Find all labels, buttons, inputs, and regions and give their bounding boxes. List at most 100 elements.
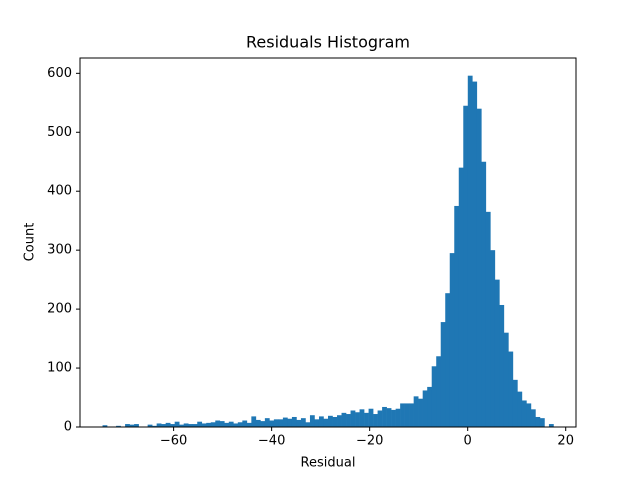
y-axis-label: Count	[23, 223, 38, 262]
bar	[323, 418, 329, 427]
bar	[201, 423, 207, 427]
bar	[490, 250, 496, 427]
bar	[535, 416, 541, 427]
bar	[328, 415, 333, 427]
bar	[309, 415, 315, 427]
bar	[391, 409, 396, 427]
bar	[174, 421, 180, 427]
bar	[382, 406, 387, 427]
bar	[539, 418, 545, 427]
bar	[305, 422, 311, 427]
bar	[102, 425, 108, 427]
bar	[251, 416, 257, 427]
bar	[413, 396, 419, 427]
bar	[264, 418, 270, 427]
bar	[183, 423, 189, 427]
bar	[210, 422, 216, 427]
bar	[337, 415, 342, 427]
x-tick-label: −40	[258, 434, 285, 449]
x-tick-label: −20	[356, 434, 383, 449]
y-tick-label: 200	[47, 302, 72, 317]
bar	[476, 108, 482, 427]
y-tick-label: 600	[47, 66, 72, 81]
bar	[255, 419, 261, 427]
bar	[436, 356, 442, 427]
x-tick-label: 20	[557, 434, 574, 449]
bar	[395, 408, 401, 427]
bar	[503, 332, 509, 427]
bar	[129, 424, 135, 427]
bar	[152, 425, 157, 427]
bar	[224, 422, 230, 427]
x-tick-label: −60	[160, 434, 187, 449]
bar	[449, 253, 455, 427]
bar	[165, 422, 171, 427]
bar	[445, 293, 451, 427]
bar	[188, 424, 194, 427]
bar	[318, 416, 324, 427]
bar	[530, 409, 536, 427]
bar	[246, 422, 252, 427]
bar	[454, 205, 460, 427]
bar	[409, 403, 414, 427]
bar	[548, 424, 554, 427]
bar	[400, 403, 405, 427]
y-tick-label: 300	[47, 243, 72, 258]
bar	[282, 417, 288, 427]
bar	[458, 167, 464, 427]
bar	[206, 422, 212, 427]
bar	[273, 419, 279, 427]
bar	[427, 386, 433, 427]
bar	[233, 423, 239, 427]
bar	[147, 424, 153, 427]
bar	[332, 416, 338, 427]
bar	[350, 410, 356, 427]
bar	[512, 379, 518, 427]
bar	[300, 418, 306, 427]
bar	[377, 410, 383, 427]
bar	[386, 408, 392, 427]
bar	[278, 419, 284, 427]
bar	[346, 414, 351, 427]
bar	[179, 424, 185, 427]
bar	[485, 211, 491, 427]
bar	[373, 414, 378, 427]
bar	[494, 279, 500, 427]
bar	[134, 424, 139, 427]
bar	[296, 419, 302, 427]
bar	[125, 424, 130, 427]
bar	[431, 366, 437, 427]
bar	[219, 421, 225, 427]
bar	[291, 416, 297, 427]
x-axis-label: Residual	[301, 456, 356, 471]
y-tick-label: 100	[47, 361, 72, 376]
bar	[499, 304, 505, 427]
bar	[418, 398, 423, 427]
bar	[463, 105, 469, 428]
bar	[242, 420, 248, 427]
bar	[364, 412, 369, 427]
y-tick-label: 400	[47, 184, 72, 199]
bar	[170, 424, 175, 427]
bar	[192, 424, 198, 427]
bar	[314, 419, 320, 427]
bar	[269, 420, 275, 427]
bar	[161, 424, 166, 427]
bar	[467, 75, 473, 427]
bar	[341, 412, 347, 427]
bar	[287, 418, 293, 427]
bar	[355, 412, 360, 427]
bar	[228, 421, 234, 427]
x-tick-label: 0	[464, 434, 472, 449]
bar	[368, 408, 374, 427]
bar	[472, 81, 478, 427]
bar	[116, 425, 121, 427]
bar	[404, 403, 410, 427]
bar	[197, 421, 203, 427]
bar	[508, 351, 514, 427]
bar	[260, 421, 266, 427]
bar	[481, 161, 487, 427]
